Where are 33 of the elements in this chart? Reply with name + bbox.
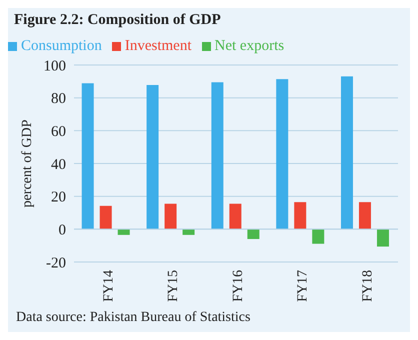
legend-label: Investment — [124, 38, 192, 54]
source-note: Data source: Pakistan Bureau of Statistics — [16, 310, 250, 326]
y-tick-label: 80 — [51, 91, 66, 108]
legend-label: Net exports — [214, 38, 284, 54]
x-tick-label: FY17 — [296, 270, 311, 302]
bar — [82, 83, 94, 230]
bar — [146, 85, 159, 230]
bar — [247, 229, 260, 240]
bar — [229, 204, 242, 230]
bar — [211, 82, 224, 230]
bar — [376, 229, 389, 247]
y-tick-label: 40 — [51, 156, 66, 173]
y-axis-title: percent of GDP — [20, 119, 35, 208]
bar — [118, 229, 130, 235]
bar — [164, 204, 177, 230]
x-tick-label: FY14 — [101, 270, 116, 302]
bar — [312, 229, 324, 244]
y-tick-label: 20 — [51, 190, 66, 206]
y-tick-label: -20 — [46, 255, 66, 272]
x-tick-label: FY15 — [166, 270, 182, 302]
x-tick-label: FY18 — [360, 270, 376, 302]
legend-label: Consumption — [21, 38, 102, 54]
y-tick-label: 0 — [58, 222, 66, 238]
y-tick-label: 60 — [51, 124, 66, 140]
x-tick-label: FY16 — [230, 270, 246, 302]
y-tick-label: 100 — [44, 58, 66, 74]
bar — [340, 76, 353, 230]
bar — [358, 202, 371, 230]
bar — [100, 206, 112, 230]
chart-title: Figure 2.2: Composition of GDP — [14, 12, 221, 29]
bar — [276, 79, 288, 230]
bar — [182, 229, 195, 235]
bar — [294, 202, 306, 230]
